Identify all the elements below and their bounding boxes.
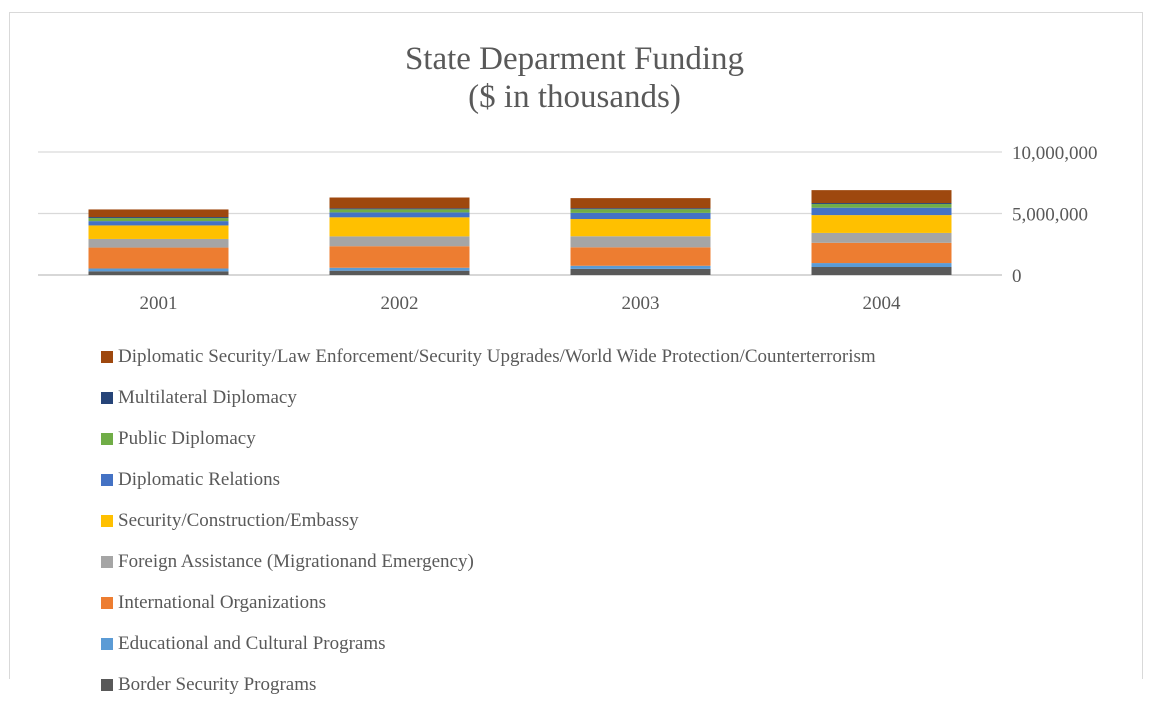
bar-segment (811, 207, 952, 216)
bar-segment (329, 209, 470, 213)
legend-item: Border Security Programs (101, 670, 876, 699)
legend-label: International Organizations (118, 591, 327, 613)
bar-segment (570, 268, 711, 275)
legend-swatch (101, 391, 113, 404)
legend-label: Public Diplomacy (118, 427, 256, 449)
legend-item: Educational and Cultural Programs (101, 629, 876, 658)
bar-segment (570, 212, 711, 220)
bar-segment (811, 203, 952, 205)
y-tick-label: 0 (1012, 266, 1022, 287)
chart-title-line-2: ($ in thousands) (468, 79, 681, 115)
bar-segment (88, 271, 229, 275)
y-tick-label: 10,000,000 (1012, 143, 1098, 164)
bar-segment (811, 267, 952, 275)
legend-swatch (101, 514, 113, 527)
plot-area: 0 5,000,000 10,000,000 2001 2002 2003 2004 (38, 143, 1098, 314)
legend-item: Security/Construction/Embassy (101, 506, 876, 535)
legend-swatch (101, 432, 113, 445)
bar-segment (329, 236, 470, 247)
legend-item: Public Diplomacy (101, 424, 876, 453)
legend-item: Diplomatic Security/Law Enforcement/Secu… (101, 342, 876, 371)
x-tick-label: 2001 (140, 293, 178, 314)
bar-segment (811, 190, 952, 204)
bar-segment (88, 221, 229, 226)
chart-title: State Deparment Funding ($ in thousands) (0, 40, 1149, 116)
bar-segment (88, 209, 229, 218)
bar-segment (570, 247, 711, 266)
legend-swatch (101, 350, 113, 363)
bar-segment (329, 217, 470, 237)
legend-label: Diplomatic Security/Law Enforcement/Secu… (118, 345, 876, 367)
legend-label: Diplomatic Relations (118, 468, 281, 490)
bar-segment (329, 267, 470, 271)
bar-segment (88, 217, 229, 219)
legend-swatch (101, 637, 113, 650)
bar-segment (570, 265, 711, 269)
bar-segment (88, 225, 229, 239)
bar-segment (88, 247, 229, 269)
bar-segment (811, 242, 952, 264)
bar-segment (88, 268, 229, 272)
bar-segment (329, 246, 470, 268)
legend-label: Security/Construction/Embassy (118, 509, 359, 531)
legend-label: Border Security Programs (118, 673, 317, 695)
bar-segment (329, 212, 470, 218)
legend-label: Educational and Cultural Programs (118, 632, 386, 654)
chart-title-line-1: State Deparment Funding (404, 41, 745, 77)
bar-segment (88, 238, 229, 248)
bar-segment (570, 236, 711, 248)
x-tick-label: 2004 (863, 293, 902, 314)
bar-segment (811, 204, 952, 208)
x-tick-label: 2003 (622, 293, 660, 314)
legend-item: Multilateral Diplomacy (101, 383, 876, 412)
bar-segment (570, 219, 711, 237)
bar-segment (329, 270, 470, 275)
legend-swatch (101, 596, 113, 609)
y-tick-label: 5,000,000 (1012, 205, 1088, 226)
legend-swatch (101, 555, 113, 568)
bar-segment (570, 208, 711, 210)
chart-frame (9, 12, 1143, 679)
bar-segment (570, 198, 711, 209)
legend-label: Multilateral Diplomacy (118, 386, 297, 408)
legend-swatch (101, 678, 113, 691)
x-tick-label: 2002 (381, 293, 419, 314)
legend-item: International Organizations (101, 588, 876, 617)
legend-item: Foreign Assistance (Migrationand Emergen… (101, 547, 876, 576)
legend-item: Diplomatic Relations (101, 465, 876, 494)
legend-label: Foreign Assistance (Migrationand Emergen… (118, 550, 474, 572)
bar-segment (811, 263, 952, 268)
legend: Diplomatic Security/Law Enforcement/Secu… (101, 342, 876, 711)
legend-swatch (101, 473, 113, 486)
bar-segment (329, 208, 470, 210)
bar-segment (570, 209, 711, 213)
bar-segment (88, 218, 229, 222)
bar-segment (811, 215, 952, 233)
bar-segment (811, 232, 952, 243)
bar-segment (329, 197, 470, 209)
